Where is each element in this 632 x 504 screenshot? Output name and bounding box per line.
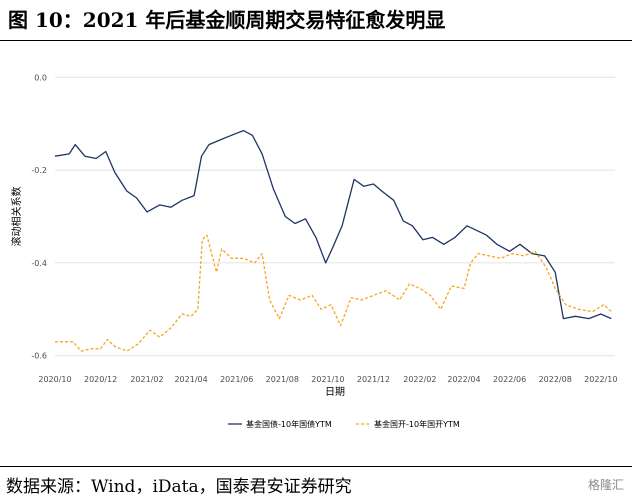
x-tick-label: 2021/02 xyxy=(130,375,163,384)
x-tick-label: 2021/12 xyxy=(357,375,390,384)
x-tick-label: 2021/04 xyxy=(174,375,207,384)
y-tick-label: -0.2 xyxy=(31,166,47,175)
series-line-1 xyxy=(54,129,612,320)
legend-label: 基金国开-10年国开YTM xyxy=(374,419,460,429)
legend-label: 基金国债-10年国债YTM xyxy=(246,419,332,429)
title-rule xyxy=(0,40,632,41)
x-tick-label: 2020/10 xyxy=(38,375,71,384)
x-tick-label: 2022/02 xyxy=(403,375,436,384)
x-tick-label: 2022/08 xyxy=(539,375,572,384)
y-axis-label: 滚动相关系数 xyxy=(10,187,23,247)
x-tick-label: 2022/04 xyxy=(447,375,480,384)
source-rule xyxy=(0,466,632,467)
source-note: 数据来源：Wind，iData，国泰君安证券研究 xyxy=(6,477,352,497)
x-tick-label: 2020/12 xyxy=(84,375,117,384)
series-lines xyxy=(54,129,612,352)
x-tick-label: 2021/10 xyxy=(311,375,344,384)
watermark-logo: 格隆汇 xyxy=(587,478,624,492)
x-tick-label: 2022/10 xyxy=(584,375,617,384)
y-tick-label: -0.4 xyxy=(31,259,47,268)
x-tick-label: 2021/08 xyxy=(266,375,299,384)
x-axis-label: 日期 xyxy=(325,386,345,398)
y-tick-label: 0.0 xyxy=(34,73,47,82)
line-chart: 0.0-0.2-0.4-0.6 2020/10 2020/12 2021/02 202… xyxy=(10,73,617,429)
legend: 基金国债-10年国债YTM 基金国开-10年国开YTM xyxy=(228,419,460,429)
figure-title: 图 10：2021 年后基金顺周期交易特征愈发明显 xyxy=(8,8,446,32)
x-tick-label: 2022/06 xyxy=(493,375,526,384)
title-bar: 图 10：2021 年后基金顺周期交易特征愈发明显 xyxy=(0,0,632,40)
y-tick-label: -0.6 xyxy=(31,352,47,361)
x-tick-label: 2021/06 xyxy=(220,375,253,384)
y-axis-ticks: 0.0 -0.2 -0.4 -0.6 xyxy=(31,73,47,360)
series-line-2 xyxy=(55,234,612,352)
gridlines xyxy=(55,76,615,357)
x-axis-ticks: 2020/10 2020/12 2021/02 2021/04 2021/06 2021/… xyxy=(38,375,617,384)
